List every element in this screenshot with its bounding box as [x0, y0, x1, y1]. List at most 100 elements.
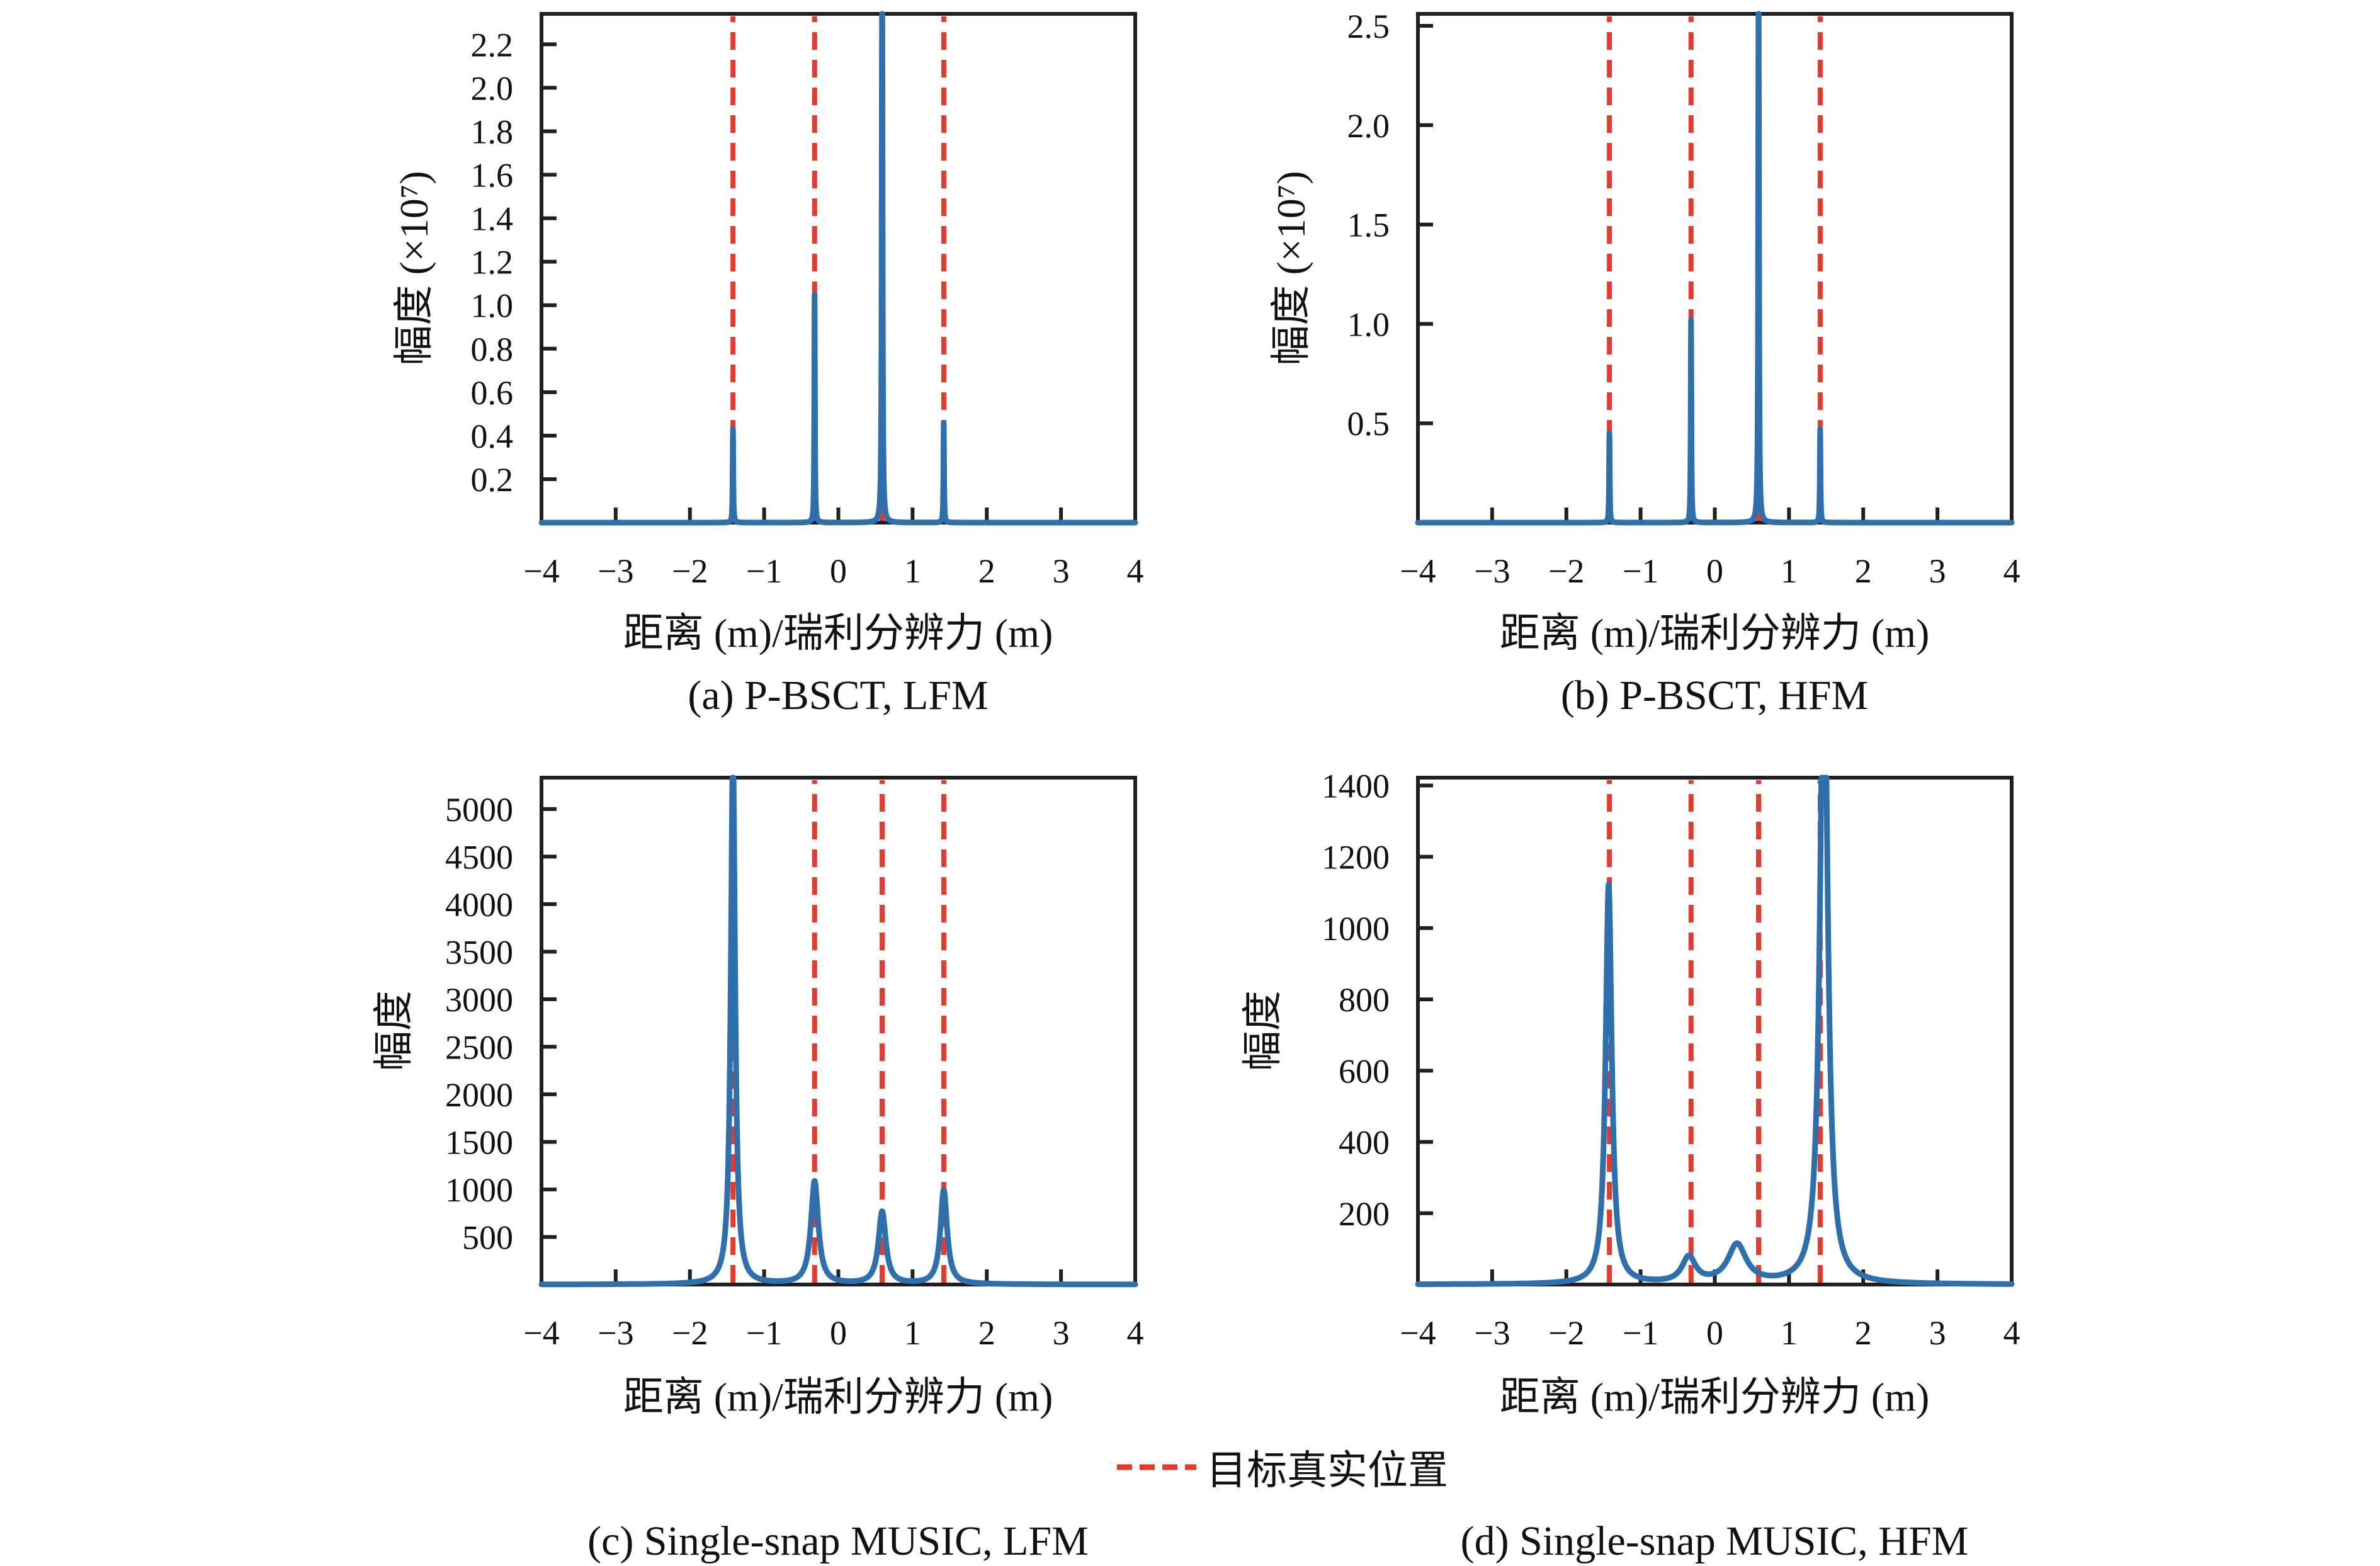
- x-tick-label: −4: [1400, 1314, 1436, 1352]
- y-tick-label: 800: [1339, 981, 1390, 1019]
- x-tick-label: 2: [978, 1314, 995, 1352]
- plot-b-y-axis: 0.5 1.0 1.5 2.0 2.5: [1347, 8, 1433, 443]
- y-tick-label: 1.4: [471, 200, 514, 238]
- x-tick-label: −2: [1548, 1314, 1584, 1352]
- x-tick-label: 3: [1053, 1314, 1070, 1352]
- y-tick-label: 4000: [445, 886, 513, 924]
- plot-c-caption: (c) Single-snap MUSIC, LFM: [587, 1518, 1089, 1564]
- y-tick-label: 2.0: [1347, 107, 1390, 145]
- x-tick-label: 1: [904, 1314, 921, 1352]
- plot-a-caption: (a) P-BSCT, LFM: [688, 672, 989, 718]
- plot-c-y-axis: 500 1000 1500 2000 2500 3000 3500 4000 4500 5000: [445, 791, 557, 1256]
- plot-a-xlabel: 距离 (m)/瑞利分辨力 (m): [623, 611, 1053, 655]
- x-tick-label: −3: [1474, 1314, 1510, 1352]
- x-tick-label: −1: [746, 1314, 782, 1352]
- plot-b-xlabel: 距离 (m)/瑞利分辨力 (m): [1499, 611, 1930, 655]
- y-tick-label: 1200: [1322, 839, 1390, 877]
- x-tick-label: −3: [598, 552, 633, 590]
- plot-d-frame: [1416, 776, 2014, 1286]
- legend-label: 目标真实位置: [1206, 1448, 1448, 1493]
- x-tick-label: −2: [672, 552, 708, 590]
- plot-c-amplitude-curve: [538, 774, 1138, 1288]
- x-tick-label: 4: [1127, 552, 1144, 590]
- y-tick-label: 2.0: [471, 69, 514, 107]
- y-tick-label: 500: [462, 1218, 513, 1256]
- x-tick-label: −2: [1548, 552, 1584, 590]
- plot-d: −4 −3 −2 −1 0 1 2 3 4 200 400 600 800 1000 1200 1400: [1322, 767, 2020, 1352]
- y-tick-label: 2.2: [471, 26, 514, 64]
- plot-c-frame: [540, 776, 1137, 1286]
- x-tick-label: −4: [523, 552, 559, 590]
- plot-a-y-axis: 0.2 0.4 0.6 0.8 1.0 1.2 1.4 1.6 1.8 2.0 2.2: [471, 26, 557, 499]
- legend: 目标真实位置: [1116, 1438, 1448, 1496]
- y-tick-label: 3500: [445, 933, 513, 971]
- x-tick-label: 0: [830, 552, 847, 590]
- x-tick-label: 3: [1929, 1314, 1946, 1352]
- y-tick-label: 1000: [1322, 910, 1390, 948]
- plot-d-target-lines: [1607, 780, 1823, 1283]
- x-tick-label: −3: [1474, 552, 1510, 590]
- y-tick-label: 1400: [1322, 767, 1390, 805]
- x-tick-label: 0: [1706, 552, 1723, 590]
- plot-d-xlabel: 距离 (m)/瑞利分辨力 (m): [1499, 1375, 1930, 1419]
- x-tick-label: 2: [978, 552, 995, 590]
- plot-b-target-lines: [1607, 16, 1823, 521]
- x-tick-label: 3: [1053, 552, 1070, 590]
- y-tick-label: 1500: [445, 1123, 513, 1161]
- x-tick-label: 4: [2003, 552, 2020, 590]
- plot-a-ylabel: 幅度 (×10⁷): [392, 171, 436, 366]
- x-tick-label: −3: [598, 1314, 633, 1352]
- y-tick-label: 4500: [445, 838, 513, 876]
- y-tick-label: 1.6: [471, 157, 514, 195]
- x-tick-label: −1: [746, 552, 782, 590]
- y-tick-label: 5000: [445, 791, 513, 829]
- plot-d-caption: (d) Single-snap MUSIC, HFM: [1460, 1518, 1969, 1564]
- y-tick-label: 2000: [445, 1076, 513, 1114]
- x-tick-label: 1: [904, 552, 921, 590]
- x-tick-label: 2: [1855, 1314, 1872, 1352]
- x-tick-label: −1: [1623, 552, 1658, 590]
- plot-b-ylabel: 幅度 (×10⁷): [1269, 171, 1313, 366]
- plot-d-ylabel: 幅度: [1240, 990, 1285, 1071]
- x-tick-label: 0: [1706, 1314, 1723, 1352]
- plot-a-target-lines: [730, 16, 946, 521]
- plot-c-target-lines: [730, 780, 946, 1283]
- y-tick-label: 3000: [445, 981, 513, 1019]
- plot-d-amplitude-curve: [1415, 774, 2015, 1287]
- y-tick-label: 2500: [445, 1028, 513, 1066]
- x-tick-label: 2: [1855, 552, 1872, 590]
- y-tick-label: 2.5: [1347, 8, 1390, 45]
- plot-b-x-axis: −4 −3 −2 −1 0 1 2 3 4: [1400, 508, 2020, 590]
- target-line-legend-icon: [1117, 1464, 1196, 1470]
- y-tick-label: 0.5: [1347, 405, 1390, 443]
- plot-d-y-axis: 200 400 600 800 1000 1200 1400: [1322, 767, 1433, 1233]
- y-tick-label: 600: [1339, 1052, 1390, 1090]
- x-tick-label: −1: [1623, 1314, 1658, 1352]
- x-tick-label: 4: [2003, 1314, 2020, 1352]
- y-tick-label: 1000: [445, 1171, 513, 1209]
- plot-c-x-axis: −4 −3 −2 −1 0 1 2 3 4: [523, 1269, 1144, 1352]
- y-tick-label: 0.4: [471, 417, 514, 455]
- y-tick-label: 400: [1339, 1124, 1390, 1162]
- y-tick-label: 0.8: [471, 331, 514, 368]
- plot-a: −4 −3 −2 −1 0 1 2 3 4 0.2 0.4 0.6 0.8 1.0 1.2 1.4 1.6 1.8…: [471, 11, 1144, 590]
- x-tick-label: −4: [523, 1314, 559, 1352]
- x-tick-label: 0: [830, 1314, 847, 1352]
- y-tick-label: 1.8: [471, 113, 514, 150]
- plot-c: −4 −3 −2 −1 0 1 2 3 4500100015002000250030003500…: [445, 774, 1144, 1352]
- y-tick-label: 200: [1339, 1195, 1390, 1233]
- plot-a-amplitude-curve: [538, 11, 1138, 526]
- plot-c-ylabel: 幅度: [371, 990, 416, 1071]
- y-tick-label: 1.2: [471, 244, 514, 281]
- x-tick-label: 4: [1127, 1314, 1144, 1352]
- plot-c-xlabel: 距离 (m)/瑞利分辨力 (m): [623, 1375, 1053, 1419]
- plot-b-caption: (b) P-BSCT, HFM: [1560, 672, 1869, 718]
- y-tick-label: 0.6: [471, 374, 514, 412]
- y-tick-label: 1.5: [1347, 207, 1390, 244]
- x-tick-label: 3: [1929, 552, 1946, 590]
- x-tick-label: −2: [672, 1314, 708, 1352]
- plot-a-frame: [540, 12, 1137, 525]
- plot-b-frame: [1416, 12, 2014, 525]
